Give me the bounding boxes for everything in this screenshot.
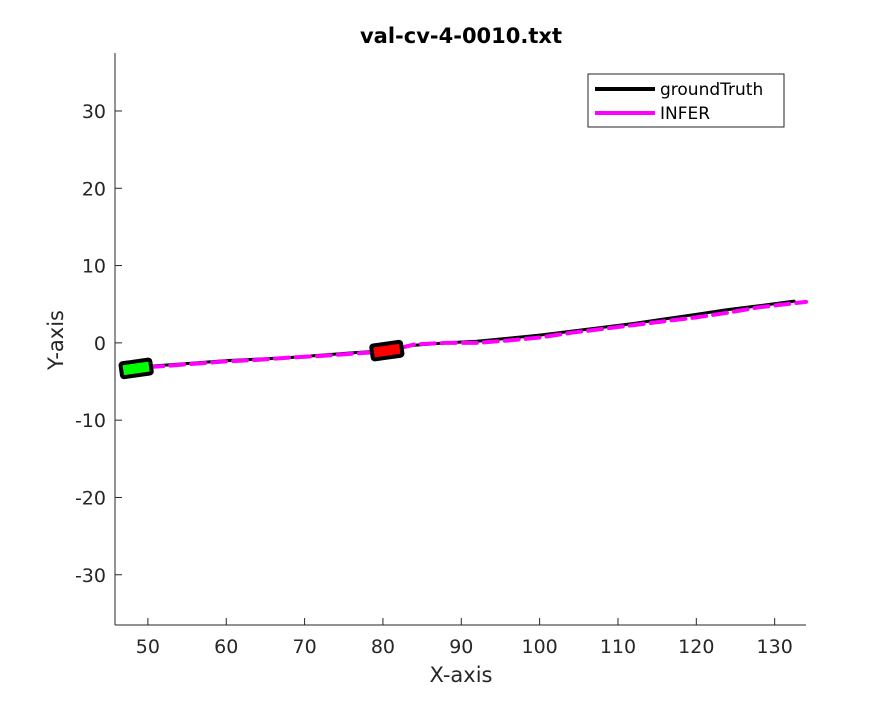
x-tick-label: 60 <box>214 636 238 658</box>
y-tick-label: -20 <box>75 487 106 509</box>
x-tick-label: 120 <box>678 636 714 658</box>
legend-label-infer: INFER <box>660 104 710 124</box>
y-tick-label: 10 <box>82 256 106 278</box>
legend-label-groundtruth: groundTruth <box>660 80 763 100</box>
y-tick-label: 30 <box>82 101 106 123</box>
y-tick-label: 20 <box>82 178 106 200</box>
series-layer <box>126 299 808 371</box>
x-tick-label: 100 <box>521 636 557 658</box>
marker-layer <box>118 339 405 380</box>
chart-title: val-cv-4-0010.txt <box>360 24 562 48</box>
x-tick-label: 80 <box>371 636 395 658</box>
x-axis-label: X-axis <box>430 663 493 687</box>
x-ticks: 50 60 70 80 90 100 110 120 130 <box>136 618 793 658</box>
legend: groundTruth INFER <box>587 73 785 128</box>
x-tick-label: 90 <box>449 636 473 658</box>
y-tick-label: 0 <box>94 333 106 355</box>
y-tick-label: -10 <box>75 410 106 432</box>
y-ticks: -30 -20 -10 0 10 20 30 <box>75 101 122 587</box>
y-tick-label: -30 <box>75 565 106 587</box>
start-box <box>118 357 154 380</box>
x-tick-label: 70 <box>293 636 317 658</box>
series-line-infer <box>126 299 808 371</box>
x-tick-label: 110 <box>600 636 636 658</box>
y-axis-label: Y-axis <box>44 310 68 371</box>
x-tick-label: 130 <box>757 636 793 658</box>
plot-area: 50 60 70 80 90 100 110 120 130 -30 -20 -10 0 10 20 30 <box>75 53 808 658</box>
legend-box <box>587 73 785 128</box>
end-box <box>369 339 405 362</box>
x-tick-label: 50 <box>136 636 160 658</box>
